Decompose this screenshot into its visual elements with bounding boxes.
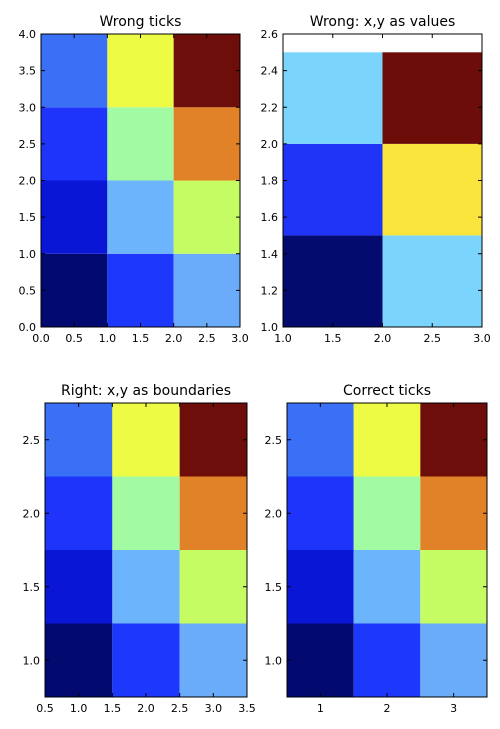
subplot-title: Wrong: x,y as values [310,14,455,30]
x-tick-label: 1.0 [274,332,292,345]
y-tick-label: 1.2 [261,284,279,297]
y-tick-label: 2.0 [19,175,37,188]
heatmap-cell [287,403,354,477]
heatmap-cell [353,476,421,550]
y-tick-label: 0.0 [19,321,37,334]
heatmap-cell [353,550,421,624]
y-tick-label: 1.4 [261,248,279,261]
y-tick-label: 4.0 [19,28,37,41]
y-tick-label: 3.5 [19,65,37,78]
x-tick-label: 2.5 [198,332,216,345]
heatmap-cell [353,623,421,697]
x-tick-label: 0.5 [36,702,54,715]
heatmap-cell [287,550,354,624]
x-tick-label: 3.5 [238,702,256,715]
heatmap-cell [382,52,482,144]
y-tick-label: 2.6 [261,28,279,41]
y-tick-label: 1.5 [265,581,283,594]
heatmap-cell [112,403,180,477]
y-tick-label: 2.0 [265,507,283,520]
heatmap-cell [107,253,174,327]
subplot-title: Right: x,y as boundaries [61,383,231,399]
x-tick-label: 2 [384,702,391,715]
x-tick-label: 3.0 [205,702,223,715]
x-tick-label: 1.0 [70,702,88,715]
heatmap-cell [45,623,113,697]
x-tick-label: 1.5 [104,702,122,715]
heatmap-cell [41,180,108,254]
y-tick-label: 2.5 [265,434,283,447]
heatmap-cell [41,107,108,181]
heatmap-cell [179,623,247,697]
y-tick-label: 2.4 [261,65,279,78]
heatmap-cell [45,403,113,477]
x-tick-label: 1.0 [99,332,117,345]
heatmap-cell [179,476,247,550]
heatmap-cell [353,403,421,477]
x-tick-label: 3.0 [473,332,491,345]
y-tick-label: 1.0 [265,654,283,667]
subplot-title: Wrong ticks [100,14,182,30]
heatmap-cell [45,550,113,624]
y-tick-label: 1.5 [23,581,41,594]
heatmap-cell [179,403,247,477]
heatmap-cell [179,550,247,624]
heatmap-cell [420,403,487,477]
x-tick-label: 2.0 [374,332,392,345]
heatmap-cell [112,623,180,697]
heatmap-cell [45,476,113,550]
heatmap-cell [287,623,354,697]
heatmap-cell [382,143,482,236]
x-tick-label: 0.0 [32,332,50,345]
y-tick-label: 2.0 [261,138,279,151]
heatmap-cell [382,235,482,327]
heatmap-cell [283,235,383,327]
x-tick-label: 0.5 [65,332,83,345]
y-tick-label: 1.8 [261,175,279,188]
heatmap-cell [41,34,108,108]
x-tick-label: 1.5 [132,332,150,345]
subplot-3: 0.5 1.0 1.5 2.0 2.5 3.0 3.5 1.0 1.5 2.0 2.5 Right: … [23,383,256,715]
heatmap-cell [173,34,240,108]
subplot-title: Correct ticks [343,383,431,399]
y-tick-label: 0.5 [19,284,37,297]
y-tick-label: 2.5 [23,434,41,447]
heatmap-cell [420,476,487,550]
subplot-4: 1 2 3 1.0 1.5 2.0 2.5 Correct ticks [265,383,488,715]
heatmap-cell [41,253,108,327]
heatmap-cell [420,623,487,697]
heatmap-cell [173,107,240,181]
heatmap-cell [420,550,487,624]
y-tick-label: 3.0 [19,101,37,114]
x-tick-label: 2.5 [171,702,189,715]
x-tick-label: 2.0 [165,332,183,345]
y-tick-label: 2.2 [261,101,279,114]
y-tick-label: 2.0 [23,507,41,520]
y-tick-label: 1.5 [19,211,37,224]
x-tick-label: 3 [450,702,457,715]
x-tick-label: 2.0 [137,702,155,715]
heatmap-cell [107,107,174,181]
subplot-2: 1.0 1.5 2.0 2.5 3.0 1.0 1.2 1.4 1.6 1.8 2.0 2.2 2.4 2… [261,14,491,345]
heatmap-cell [107,180,174,254]
heatmap-cell [287,476,354,550]
y-tick-label: 1.6 [261,211,279,224]
heatmap-cell [112,550,180,624]
x-tick-label: 2.5 [424,332,442,345]
x-tick-label: 3.0 [231,332,249,345]
x-tick-label: 1 [317,702,324,715]
y-tick-label: 1.0 [19,248,37,261]
heatmap-cell [283,143,383,236]
y-tick-label: 2.5 [19,138,37,151]
heatmap-cell [173,180,240,254]
heatmap-cell [173,253,240,327]
y-tick-label: 1.0 [23,654,41,667]
heatmap-cell [112,476,180,550]
y-tick-label: 1.0 [261,321,279,334]
heatmap-cell [107,34,174,108]
heatmap-cell [283,52,383,144]
x-tick-label: 1.5 [324,332,342,345]
subplot-1: 0.0 0.5 1.0 1.5 2.0 2.5 3.0 0.0 0.5 1.0 1.5 2.0 2.5 3… [19,14,249,345]
